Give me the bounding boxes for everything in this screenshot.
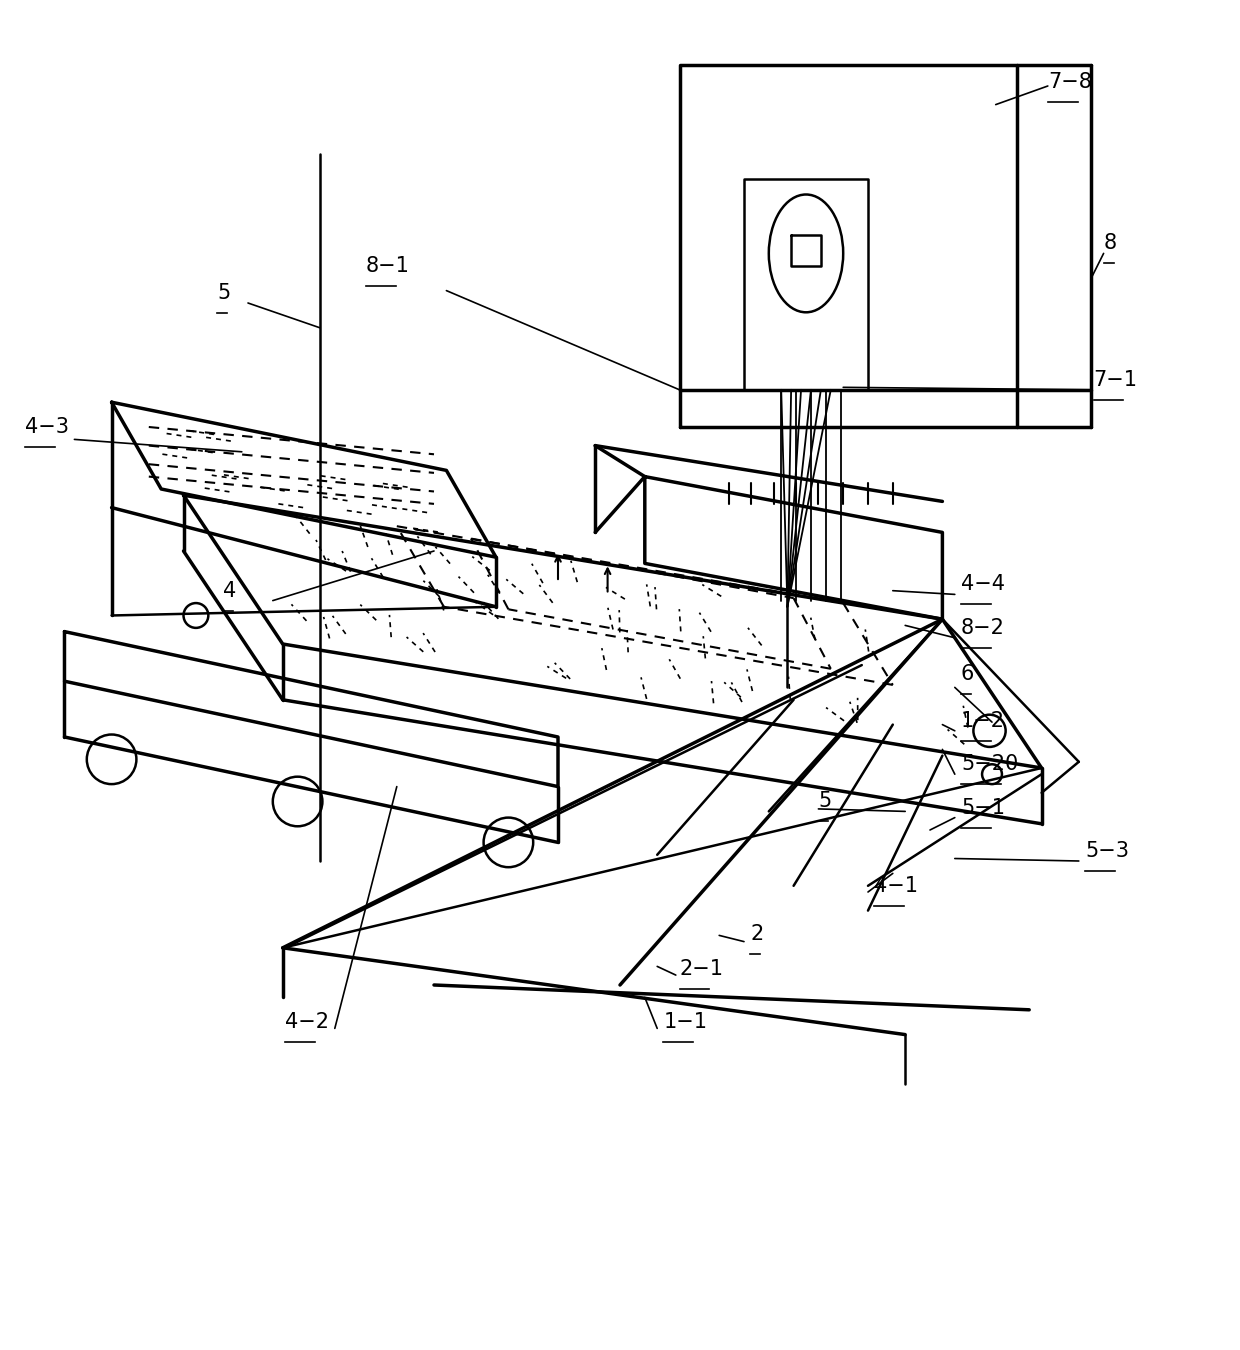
Text: 5: 5 (818, 791, 832, 811)
Text: 4−4: 4−4 (961, 574, 1004, 594)
Text: 5−20: 5−20 (961, 755, 1018, 774)
Polygon shape (645, 477, 942, 620)
Text: 4−3: 4−3 (25, 417, 68, 437)
Text: 8−2: 8−2 (961, 618, 1004, 637)
Text: 8−1: 8−1 (366, 255, 409, 275)
Text: 2: 2 (750, 925, 764, 944)
Text: 5−3: 5−3 (1085, 841, 1128, 861)
Polygon shape (112, 402, 496, 558)
Text: 6: 6 (961, 664, 975, 683)
Text: 4−1: 4−1 (874, 876, 918, 895)
Text: 5: 5 (217, 284, 231, 302)
Text: 7−8: 7−8 (1048, 72, 1091, 92)
Text: 4−2: 4−2 (285, 1012, 329, 1033)
Text: 1−2: 1−2 (961, 711, 1004, 730)
Text: 1−1: 1−1 (663, 1012, 707, 1033)
Polygon shape (184, 495, 1042, 768)
Text: 2−1: 2−1 (680, 958, 723, 979)
Text: 4: 4 (223, 580, 237, 601)
Text: 7−1: 7−1 (1094, 370, 1137, 390)
Polygon shape (64, 632, 558, 787)
Text: 5−1: 5−1 (961, 798, 1004, 818)
Text: 8: 8 (1104, 234, 1117, 254)
